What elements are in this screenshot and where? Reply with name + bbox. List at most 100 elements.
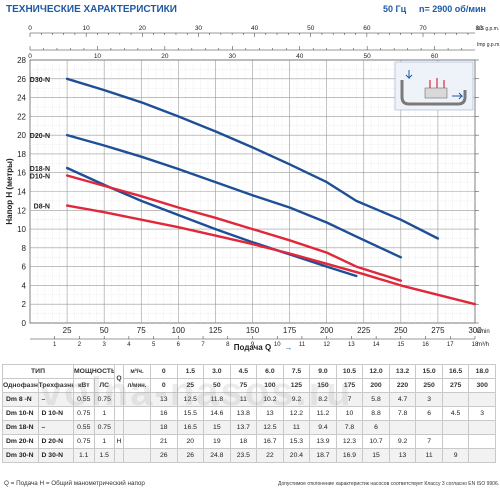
y-tick-label: 20 (17, 131, 26, 140)
hp-header: ЛС (93, 378, 115, 393)
head-cell (415, 420, 443, 435)
usgpm-tick-label: 60 (363, 25, 371, 32)
speed-label: n= 2900 об/мин (419, 4, 486, 14)
y-tick-label: 6 (22, 263, 27, 272)
head-cell: 3 (415, 392, 443, 407)
x-tick-label: 75 (137, 326, 146, 335)
x-tick-label: 50 (100, 326, 109, 335)
head-cell: 7 (415, 434, 443, 449)
head-cell: 9.2 (388, 434, 417, 449)
table-row: Dm 30-N D 30-N 1.1 1.5 26 26 24.8 23.5 22 20.4 18.… (2, 448, 496, 463)
data-point (288, 239, 291, 242)
head-cell: 16 (150, 406, 178, 421)
x-tick-label: 225 (357, 326, 371, 335)
head-cell: 9.4 (309, 420, 337, 435)
head-cell: 13.9 (309, 434, 337, 449)
impgpm-tick-label: 0 (28, 53, 32, 60)
data-point (251, 228, 254, 230)
series-label: D8-N (34, 204, 50, 211)
y-tick-label: 18 (17, 150, 26, 159)
m3h-tick-label: 14 (373, 342, 380, 348)
data-point (399, 284, 402, 287)
series-line-d8-n (65, 204, 477, 306)
usgpm-tick-label: 30 (195, 25, 203, 32)
data-point (251, 241, 254, 244)
head-cell: 16.9 (335, 448, 364, 463)
data-point (362, 273, 365, 276)
flow-m3h-cell: 4.5 (229, 364, 258, 379)
flow-lmin-cell: 200 (362, 378, 390, 393)
power-hp: 1.5 (93, 448, 115, 463)
series-label: D18-N (30, 166, 50, 173)
usgpm-tick-label: 80 (476, 25, 484, 32)
head-cell: 13 (256, 406, 284, 421)
data-point (177, 226, 180, 229)
data-point (325, 251, 328, 254)
head-cell: 13.8 (229, 406, 258, 421)
footer-note: Допустимое отклонение характеристик насо… (278, 481, 500, 487)
m3h-tick-label: 12 (323, 342, 330, 348)
three-phase-model: D 20-N (37, 434, 74, 449)
head-cell: 10 (335, 406, 364, 421)
data-point (140, 195, 143, 198)
head-cell: 16.7 (256, 434, 284, 449)
head-cell (441, 392, 470, 407)
head-cell: 11 (229, 392, 258, 407)
impgpm-tick-label: 10 (94, 53, 102, 60)
head-cell: 6 (415, 406, 443, 421)
data-point (177, 115, 180, 118)
flow-m3h-cell: 15.0 (415, 364, 443, 379)
unit-spacer (123, 392, 151, 407)
power-kw: 0.75 (73, 434, 95, 449)
table-row: Dm 18-N –0.55 0.75 18 16.5 15 13.7 12.5 11 9.4 7.8… (2, 420, 496, 435)
head-cell: 4.5 (441, 406, 470, 421)
head-cell: 15.3 (282, 434, 311, 449)
single-phase-model: Dm 20-N (2, 434, 39, 449)
series-line-d10-n (65, 174, 402, 282)
three-phase-model: – (37, 392, 74, 407)
y-tick-label: 26 (17, 75, 26, 84)
x-unit-label: l/min (477, 329, 490, 335)
three-phase-model: – (37, 420, 74, 435)
y-tick-label: 2 (22, 300, 27, 309)
data-point (399, 279, 402, 282)
data-point (103, 211, 106, 214)
flow-lmin-cell: 25 (176, 378, 205, 393)
usgpm-tick-label: 0 (28, 25, 32, 32)
flow-m3h-cell: 12.0 (362, 364, 390, 379)
head-cell: 19 (203, 434, 231, 449)
table-row: Dm 10-N D 10-N 0.75 1 16 15.5 14.6 13.8 13 12.2 11… (2, 406, 496, 421)
head-cell: 12.3 (335, 434, 364, 449)
series-label: D30-N (30, 77, 50, 84)
head-cell (441, 434, 470, 449)
data-point (288, 206, 291, 209)
flow-lmin-cell: 125 (282, 378, 311, 393)
power-hp: 1 (93, 434, 115, 449)
data-point (140, 218, 143, 221)
data-point (355, 199, 358, 202)
m3h-tick-label: 4 (127, 342, 131, 348)
unit-spacer (123, 434, 151, 449)
head-cell: 14.6 (203, 406, 231, 421)
flow-m3h-cell: 1.5 (176, 364, 205, 379)
head-cell: 11.2 (309, 406, 337, 421)
head-cell: 9.2 (282, 392, 311, 407)
data-point (66, 134, 68, 137)
data-point (214, 234, 217, 237)
m3h-tick-label: 15 (397, 342, 404, 348)
y-axis-title: Напор H (метры) (5, 158, 14, 225)
y-tick-label: 0 (22, 319, 27, 328)
m3h-tick-label: 6 (177, 342, 181, 348)
head-cell (468, 448, 496, 463)
series-label: D20-N (30, 133, 50, 140)
power-kw: 0.75 (73, 406, 95, 421)
flow-m3h-cell: 6.0 (256, 364, 284, 379)
usgpm-tick-label: 40 (251, 25, 259, 32)
single-phase-model: Dm 18-N (2, 420, 39, 435)
usgpm-unit-label: US g.p.m. (477, 26, 499, 32)
data-point (355, 265, 358, 268)
x-tick-label: 200 (320, 326, 334, 335)
pump-icon (394, 61, 474, 111)
y-tick-label: 4 (22, 281, 27, 290)
h-header: H (114, 434, 124, 449)
